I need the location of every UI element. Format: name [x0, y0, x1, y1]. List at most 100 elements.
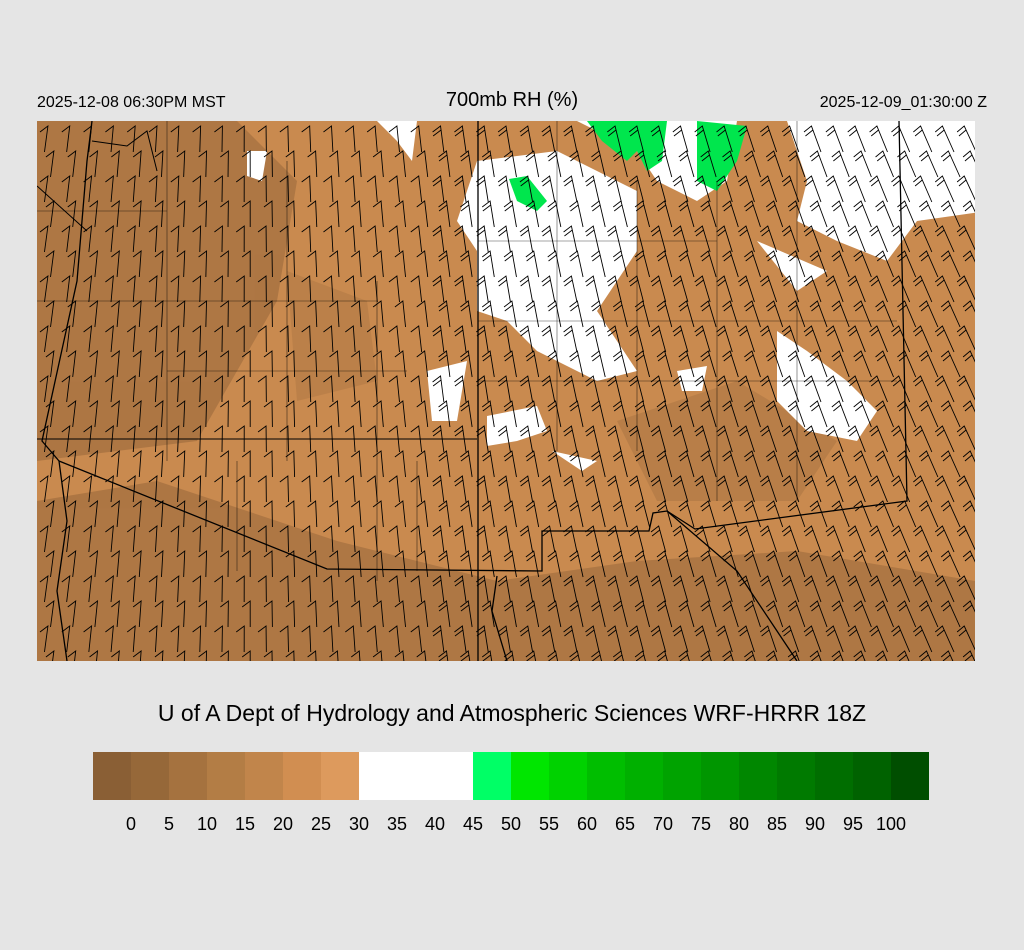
wind-barb	[634, 550, 651, 578]
wind-barb	[672, 125, 689, 153]
wind-barb	[497, 625, 511, 653]
wind-barb	[672, 225, 689, 253]
wind-barb	[809, 300, 828, 328]
wind-barb	[853, 600, 872, 628]
wind-barb	[307, 400, 318, 428]
wind-barb	[89, 550, 99, 578]
wind-barb	[132, 250, 142, 278]
wind-barb	[235, 575, 245, 603]
wind-barb	[432, 625, 445, 653]
wind-barb	[525, 600, 540, 628]
wind-barb	[454, 475, 467, 503]
wind-barb	[853, 650, 866, 661]
wind-barb	[475, 325, 489, 353]
wind-barb	[825, 625, 844, 653]
wind-barb	[744, 550, 761, 578]
wind-barb	[591, 650, 602, 661]
wind-barb	[279, 575, 289, 603]
wind-barb	[803, 125, 822, 153]
wind-barb	[847, 425, 866, 453]
wind-barb	[869, 175, 888, 203]
wind-barb	[460, 550, 473, 578]
wind-barb	[678, 400, 695, 428]
wind-barb	[525, 400, 540, 428]
wind-barb	[432, 125, 445, 153]
wind-barb	[105, 525, 114, 553]
wind-barb	[787, 550, 806, 578]
wind-barb	[563, 525, 578, 553]
wind-barb	[372, 450, 384, 478]
wind-barb	[176, 350, 186, 378]
wind-barb	[192, 625, 202, 653]
wind-barb	[438, 400, 451, 428]
wind-barb	[220, 550, 229, 578]
wind-barb	[475, 225, 489, 253]
wind-barb	[301, 525, 312, 553]
wind-barb	[853, 150, 872, 178]
wind-barb	[83, 325, 93, 353]
wind-barb	[628, 525, 644, 553]
wind-barb	[519, 225, 534, 253]
wind-barb	[803, 575, 822, 603]
wind-barb	[176, 150, 186, 178]
wind-barb	[170, 525, 180, 553]
wind-barb	[214, 475, 223, 503]
wind-barb	[154, 400, 164, 428]
wind-barb	[897, 450, 917, 478]
wind-barb	[454, 325, 467, 353]
wind-barb	[170, 125, 180, 153]
wind-barb	[738, 325, 755, 353]
wind-barb	[650, 175, 667, 203]
wind-barb	[525, 250, 540, 278]
wind-barb	[869, 575, 888, 603]
wind-barb	[126, 625, 136, 653]
wind-barb	[672, 275, 689, 303]
wind-barb	[956, 575, 975, 601]
wind-barb	[61, 425, 71, 453]
wind-barb	[416, 200, 429, 228]
wind-barb	[956, 625, 975, 651]
wind-barb	[105, 575, 114, 603]
wind-barb	[198, 350, 208, 378]
wind-barb	[410, 375, 423, 403]
wind-barb	[656, 350, 673, 378]
wind-barb	[628, 225, 644, 253]
wind-barb	[372, 400, 384, 428]
wind-barb	[323, 275, 334, 303]
wind-barb	[241, 250, 251, 278]
colorbar-bin	[397, 752, 435, 800]
wind-barb	[432, 225, 445, 253]
wind-barb	[607, 275, 622, 303]
wind-barb	[497, 375, 511, 403]
wind-barb	[738, 525, 755, 553]
wind-barb	[809, 400, 828, 428]
wind-barb	[372, 200, 384, 228]
wind-barb	[694, 225, 711, 253]
wind-barb	[61, 625, 71, 653]
wind-barb	[919, 250, 939, 278]
wind-barb	[634, 450, 651, 478]
wind-barb	[738, 575, 755, 603]
wind-barb	[285, 350, 296, 378]
wind-barb	[831, 600, 850, 628]
wind-barb	[744, 400, 761, 428]
wind-barb	[307, 450, 318, 478]
wind-barb	[497, 575, 511, 603]
wind-barb	[628, 625, 644, 653]
wind-barb	[394, 300, 406, 328]
wind-barb	[438, 600, 451, 628]
wind-barb	[235, 525, 245, 553]
wind-barb	[913, 325, 933, 353]
wind-barb	[525, 350, 540, 378]
wind-barb	[503, 250, 517, 278]
wind-barb	[875, 550, 894, 578]
wind-barb	[83, 375, 93, 403]
wind-barb	[410, 625, 423, 653]
wind-barb	[475, 625, 489, 653]
wind-barb	[897, 250, 917, 278]
wind-barb	[176, 400, 186, 428]
wind-barb	[869, 325, 888, 353]
wind-barb	[591, 250, 606, 278]
wind-barb	[853, 200, 872, 228]
wind-barb	[345, 225, 356, 253]
